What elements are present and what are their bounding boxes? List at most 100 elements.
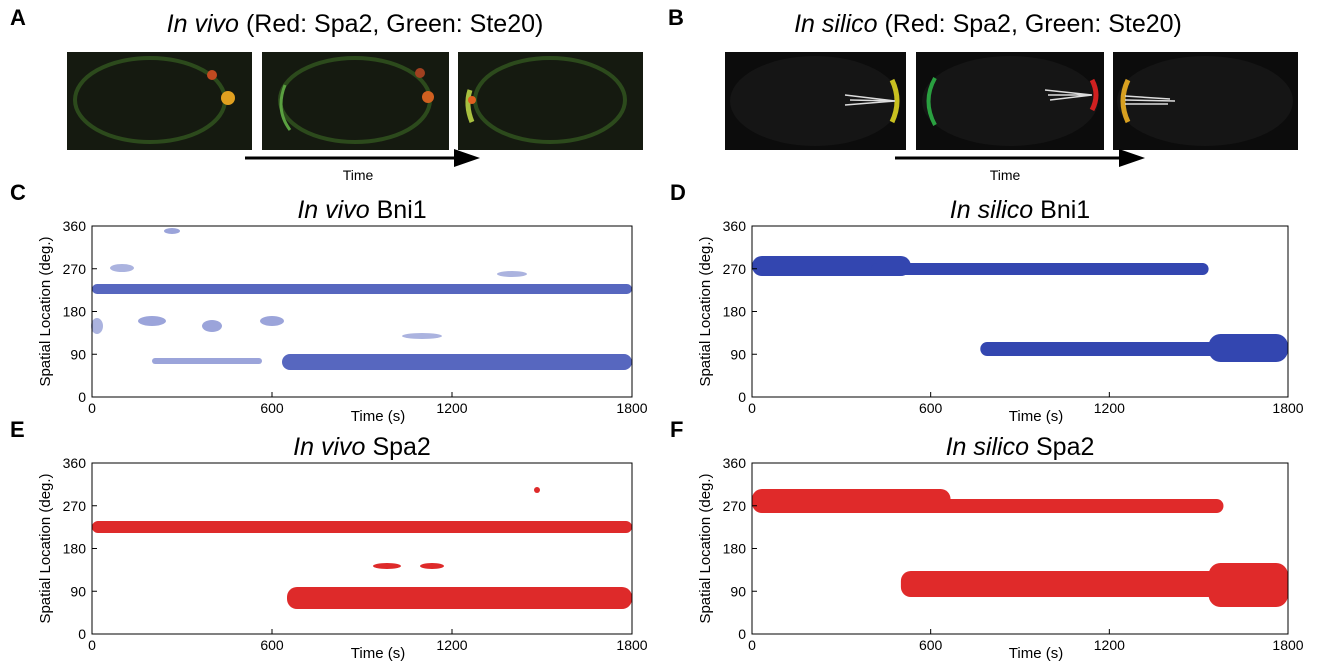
kymograph (92, 487, 632, 609)
blob (497, 271, 527, 277)
blob (752, 489, 951, 513)
title-italic: In silico (794, 10, 877, 38)
title-rest: (Red: Spa2, Green: Ste20) (884, 10, 1181, 38)
blob (91, 318, 103, 334)
filaments (844, 94, 896, 106)
cap (1120, 78, 1131, 124)
cap (1089, 78, 1099, 112)
x-tick-label: 0 (748, 400, 756, 416)
y-axis-label: Spatial Location (deg.) (37, 473, 54, 623)
x-tick-label: 600 (919, 637, 943, 653)
x-tick-label: 1800 (616, 637, 647, 653)
blob (900, 499, 1224, 513)
x-tick-label: 0 (748, 637, 756, 653)
y-axis-label: Spatial Location (deg.) (697, 473, 714, 623)
chart-title: In vivo Spa2 (293, 433, 431, 461)
title-rest: Bni1 (1040, 196, 1090, 224)
blob (420, 563, 444, 569)
title-italic: In vivo (293, 433, 365, 461)
filaments (1044, 89, 1093, 101)
title-rest: Spa2 (372, 433, 430, 461)
blob (152, 358, 262, 364)
cell (922, 56, 1098, 146)
x-tick-label: 1200 (436, 637, 467, 653)
cap (279, 84, 292, 131)
panel-letter: D (670, 180, 686, 205)
spot (221, 91, 235, 105)
blob (92, 521, 632, 533)
y-tick-label: 90 (70, 346, 86, 362)
plot-frame (751, 225, 1289, 398)
y-axis-label: Spatial Location (deg.) (37, 236, 54, 386)
arrow-head (1119, 149, 1145, 167)
title-italic: In silico (946, 433, 1029, 461)
spot (415, 68, 425, 78)
y-tick-label: 360 (63, 455, 87, 471)
title-italic: In silico (950, 196, 1033, 224)
plot-frame (91, 225, 633, 398)
blob (373, 563, 401, 569)
panel-letter: E (10, 417, 25, 442)
panel-letter: A (10, 5, 26, 30)
y-tick-label: 90 (730, 346, 746, 362)
y-tick-label: 180 (723, 304, 747, 320)
blob (138, 316, 166, 326)
spot (468, 96, 476, 104)
x-tick-label: 1800 (616, 400, 647, 416)
y-tick-label: 180 (63, 304, 87, 320)
title-rest: (Red: Spa2, Green: Ste20) (246, 10, 543, 38)
x-tick-label: 1200 (436, 400, 467, 416)
x-tick-label: 600 (919, 400, 943, 416)
cap (889, 78, 900, 124)
spot (207, 70, 217, 80)
x-axis-label: Time (s) (351, 645, 405, 662)
blob (871, 263, 1209, 275)
y-tick-label: 0 (738, 389, 746, 405)
y-tick-label: 0 (78, 389, 86, 405)
x-axis-label: Time (s) (1009, 645, 1063, 662)
blob (1208, 334, 1288, 362)
blob (92, 284, 632, 294)
x-axis-label: Time (s) (1009, 408, 1063, 425)
x-axis-label: Time (s) (351, 408, 405, 425)
cell (1117, 56, 1293, 146)
blob (534, 487, 540, 493)
kymograph (752, 489, 1288, 607)
blob (260, 316, 284, 326)
y-tick-label: 270 (63, 261, 87, 277)
x-tick-label: 1800 (1272, 400, 1303, 416)
title-rest: Spa2 (1036, 433, 1094, 461)
panel-title: In vivo (Red: Spa2, Green: Ste20) (167, 10, 544, 38)
cap (465, 89, 475, 123)
kymograph (752, 256, 1288, 362)
blob (282, 354, 632, 370)
x-tick-label: 600 (260, 637, 284, 653)
title-italic: In vivo (167, 10, 239, 38)
y-tick-label: 180 (723, 541, 747, 557)
y-tick-label: 270 (63, 498, 87, 514)
panel-letter: C (10, 180, 26, 205)
chart-title: In silico Bni1 (950, 196, 1090, 224)
blob (900, 571, 1288, 597)
panel-letter: F (670, 417, 683, 442)
y-tick-label: 90 (730, 583, 746, 599)
y-tick-label: 270 (723, 261, 747, 277)
micrograph (262, 52, 449, 150)
arrow-label: Time (990, 167, 1021, 183)
title-italic: In vivo (297, 196, 369, 224)
y-tick-label: 0 (78, 626, 86, 642)
y-tick-label: 270 (723, 498, 747, 514)
blob (1208, 563, 1288, 607)
y-axis-label: Spatial Location (deg.) (697, 236, 714, 386)
cell (730, 56, 900, 146)
chart-title: In silico Spa2 (946, 433, 1095, 461)
cap (926, 77, 937, 126)
x-tick-label: 1800 (1272, 637, 1303, 653)
y-tick-label: 360 (723, 455, 747, 471)
x-tick-label: 1200 (1094, 400, 1125, 416)
kymograph (91, 228, 632, 370)
filaments (1124, 95, 1176, 105)
title-rest: Bni1 (377, 196, 427, 224)
x-tick-label: 1200 (1094, 637, 1125, 653)
